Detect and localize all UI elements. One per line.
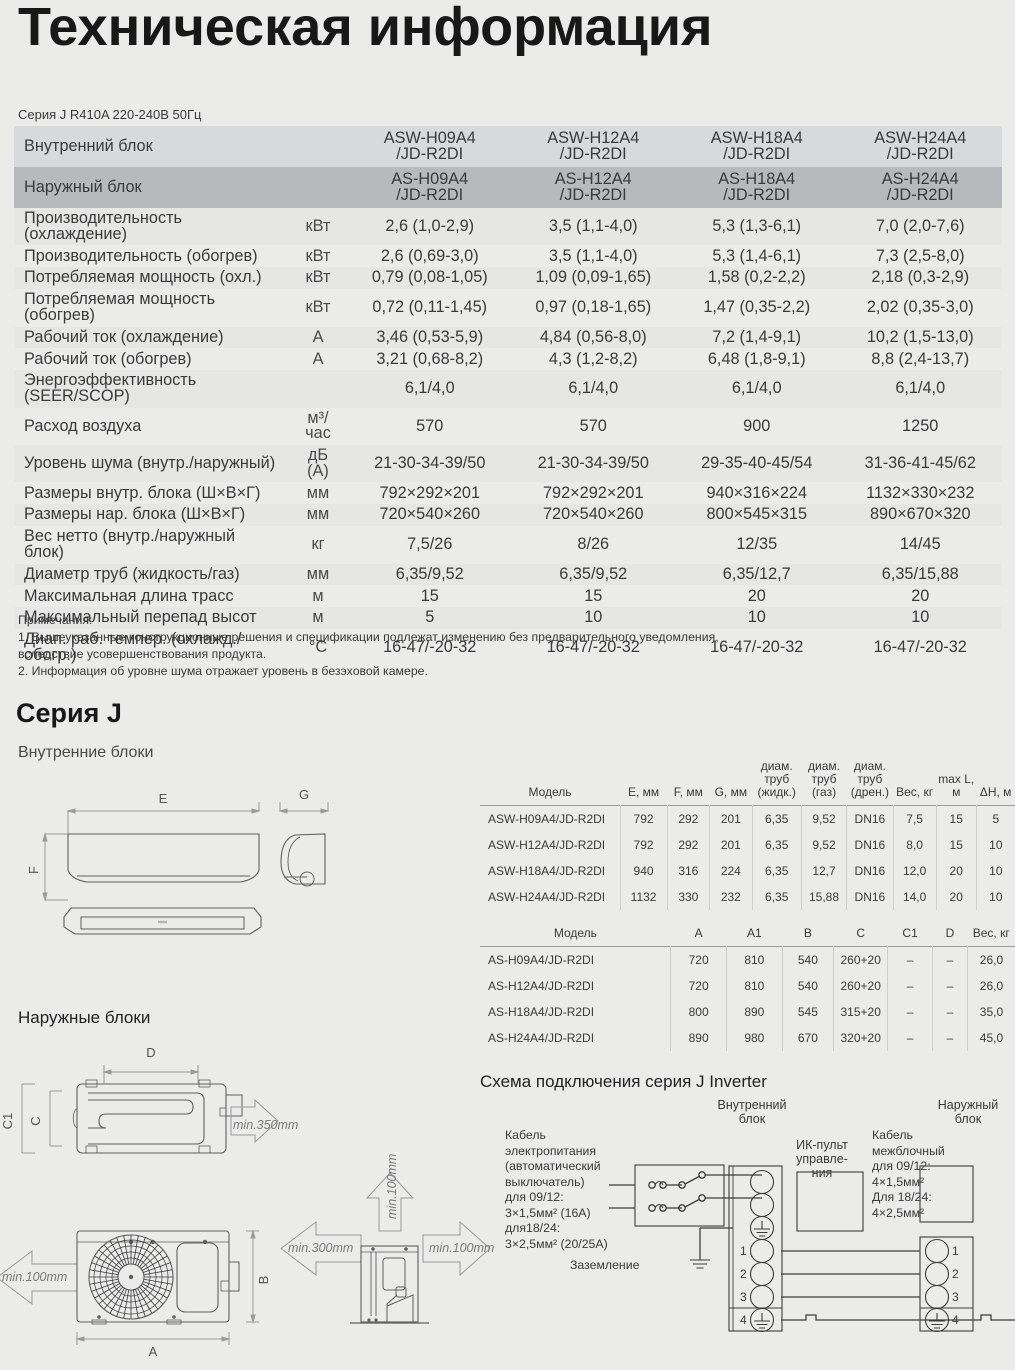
svg-text:3: 3 bbox=[952, 1290, 959, 1304]
svg-text:4: 4 bbox=[740, 1313, 747, 1327]
svg-text:G: G bbox=[299, 787, 309, 802]
svg-text:3: 3 bbox=[740, 1290, 747, 1304]
svg-text:2: 2 bbox=[740, 1267, 747, 1281]
svg-text:E: E bbox=[159, 791, 168, 806]
svg-text:2: 2 bbox=[952, 1267, 959, 1281]
svg-text:1: 1 bbox=[740, 1244, 747, 1258]
svg-text:1: 1 bbox=[952, 1244, 959, 1258]
svg-text:4: 4 bbox=[952, 1313, 959, 1327]
svg-text:F: F bbox=[26, 866, 41, 874]
